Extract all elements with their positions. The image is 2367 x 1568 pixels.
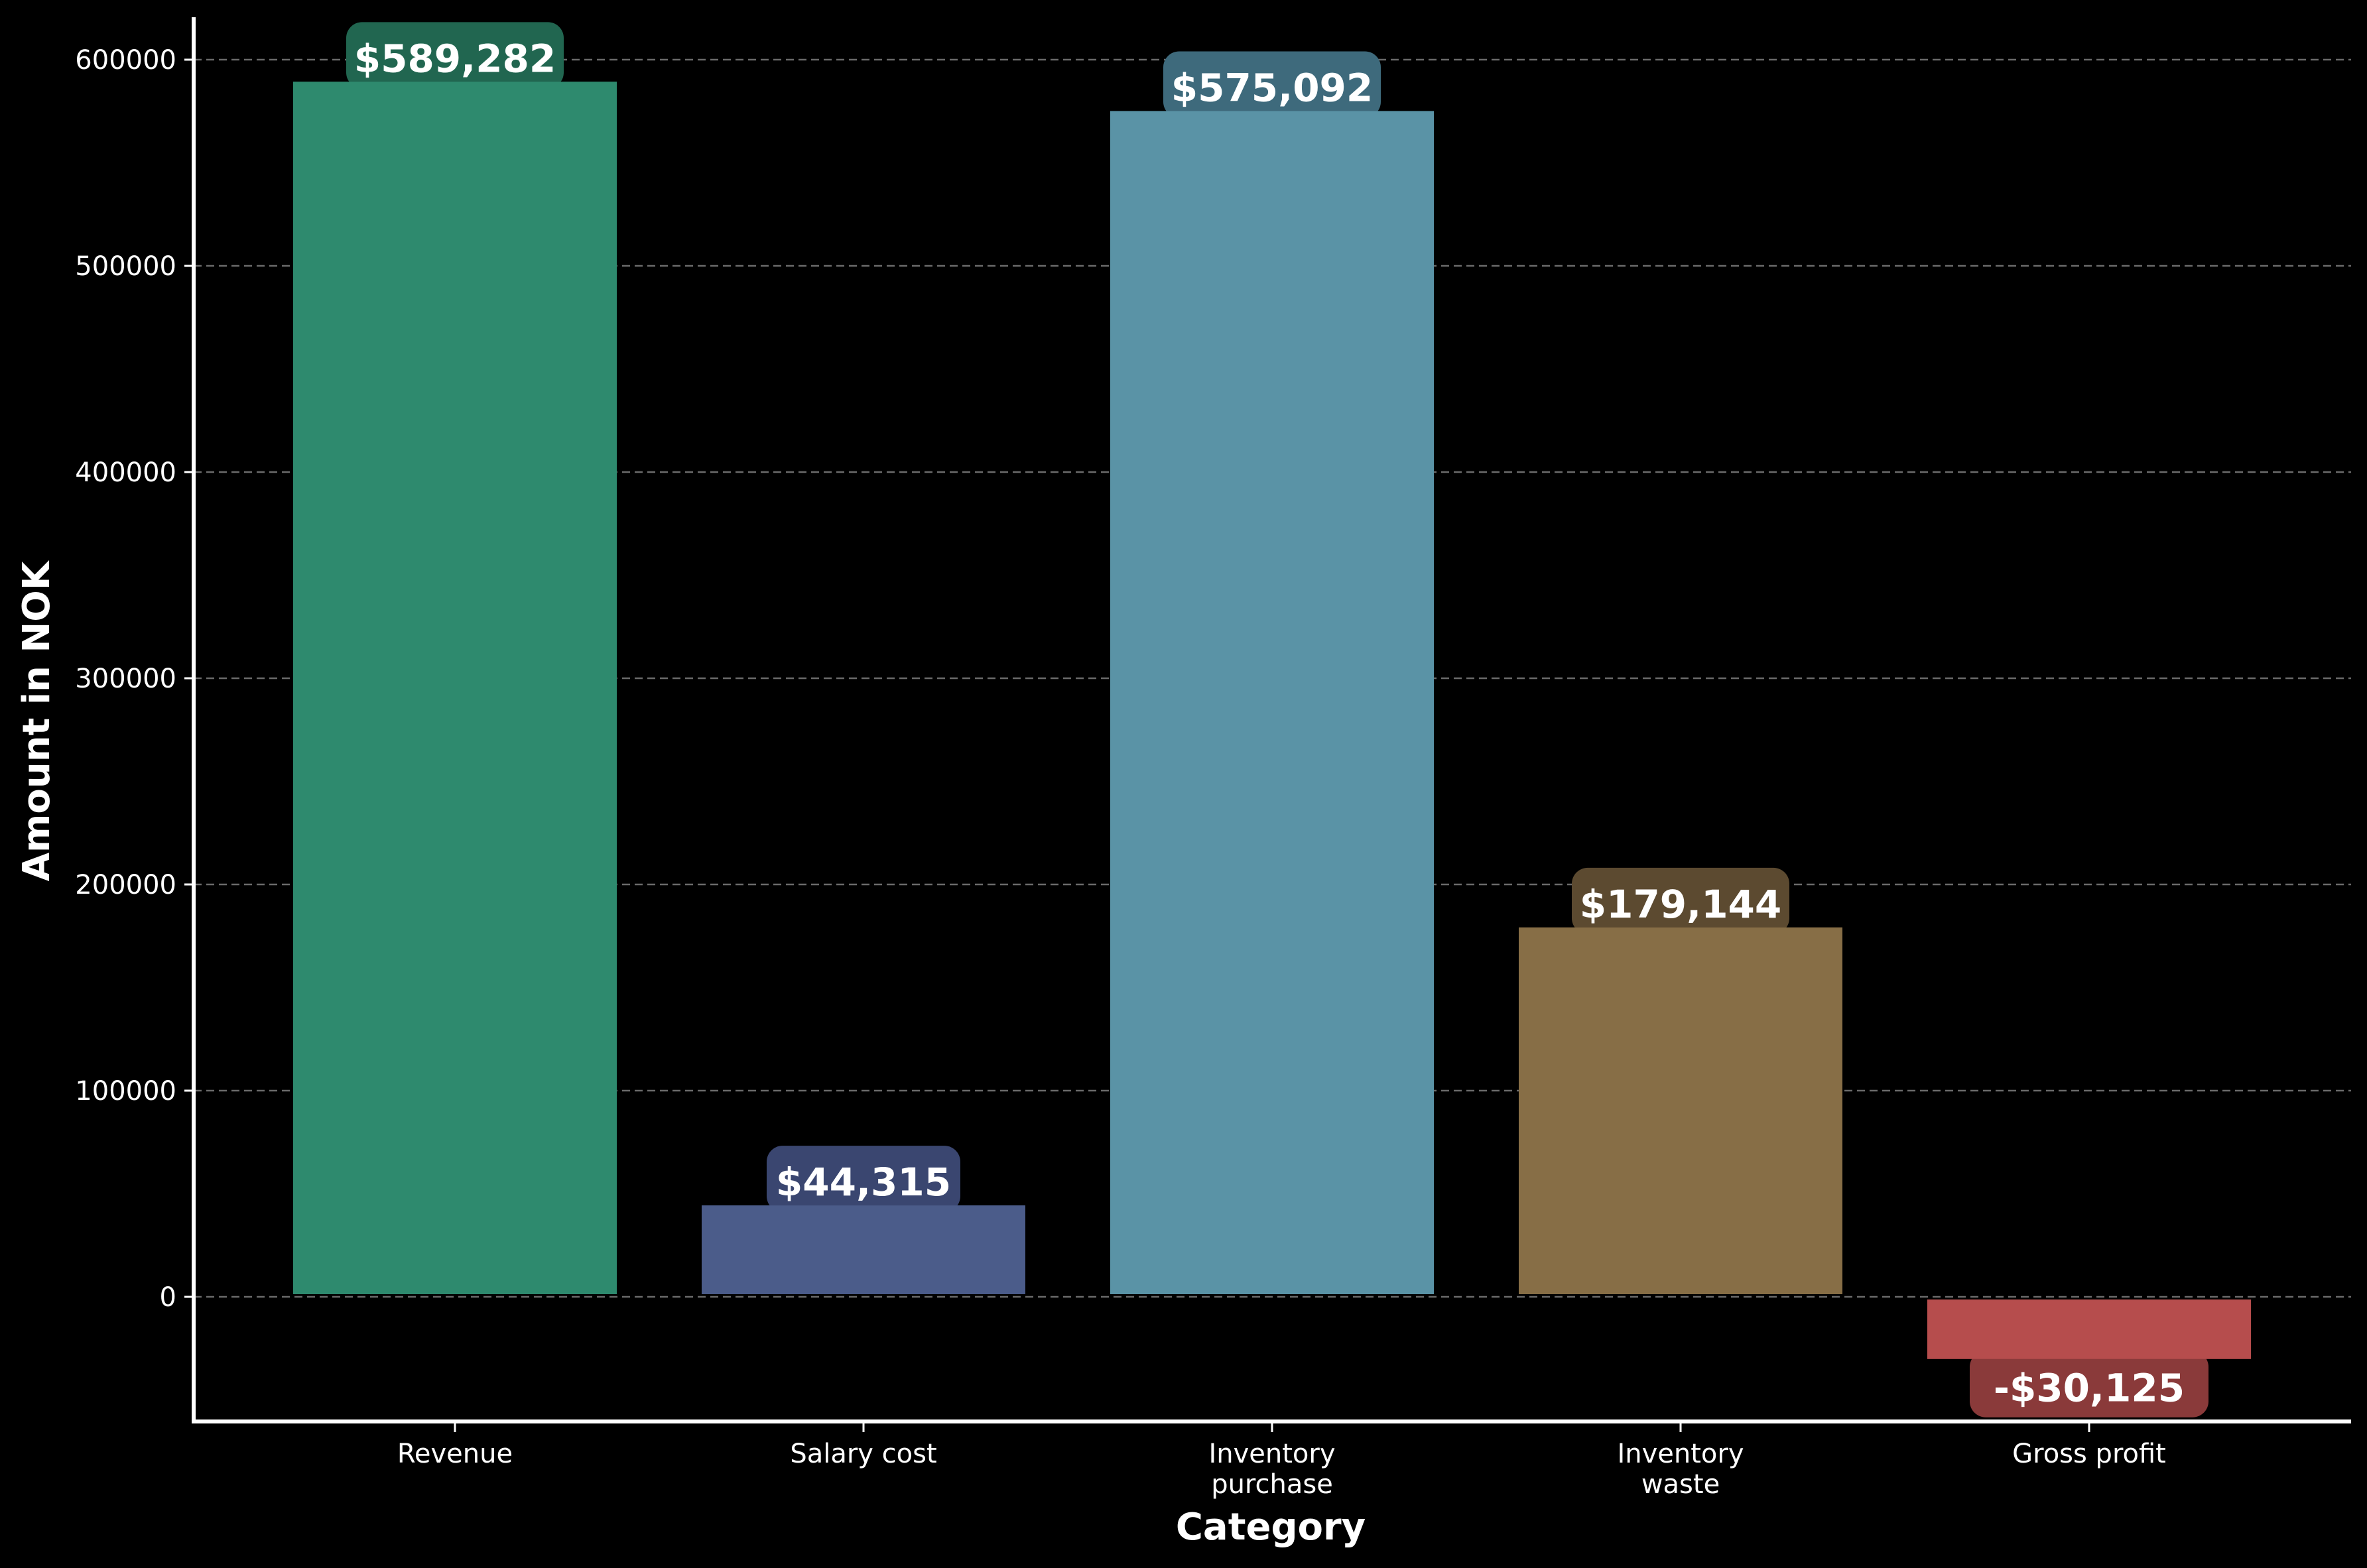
bar [1110,111,1434,1295]
value-label: $44,315 [776,1160,951,1205]
value-label: -$30,125 [1994,1366,2185,1411]
value-label-badge [1970,1351,2208,1417]
x-tick-label: Inventory [1617,1439,1744,1469]
value-label: $179,144 [1580,882,1782,927]
y-tick-label: 100000 [75,1076,176,1107]
bars [293,82,2251,1359]
y-tick-label: 200000 [75,870,176,900]
x-tick-label: waste [1641,1469,1720,1500]
x-tick-label: Gross profit [2012,1439,2166,1469]
x-tick-label: Inventory [1208,1439,1335,1469]
value-label-badge [1572,867,1789,934]
bar-top-overlay [293,82,617,109]
value-labels: $589,282 $44,315 $575,092 $179,144 -$30,125 [293,22,2251,1417]
bar [293,82,617,1294]
y-axis-title: Amount in NOK [15,560,58,881]
y-tick-label: 600000 [75,45,176,76]
y-tick-label: 300000 [75,664,176,694]
x-tick-label: purchase [1211,1469,1333,1500]
bar-top-overlay [702,1205,1025,1233]
value-label-badge [346,22,564,89]
x-axis-title: Category [1176,1506,1366,1549]
bar [1519,927,1842,1294]
value-label-badge [1163,51,1381,118]
value-label: $589,282 [354,36,556,81]
bar-top-overlay [1110,111,1434,138]
tick-labels: 0 100000 200000 300000 400000 500000 600000 Rev… [75,45,2166,1500]
value-label: $575,092 [1171,65,1374,110]
value-label-badge [767,1146,960,1213]
x-tick-label: Salary cost [790,1439,936,1469]
y-tick-label: 500000 [75,251,176,282]
y-tick-label: 0 [160,1282,176,1313]
x-tick-label: Revenue [397,1439,513,1469]
y-tick-label: 400000 [75,457,176,488]
bar-overlay [1927,1299,2251,1359]
bar-top-overlay [1519,927,1842,954]
